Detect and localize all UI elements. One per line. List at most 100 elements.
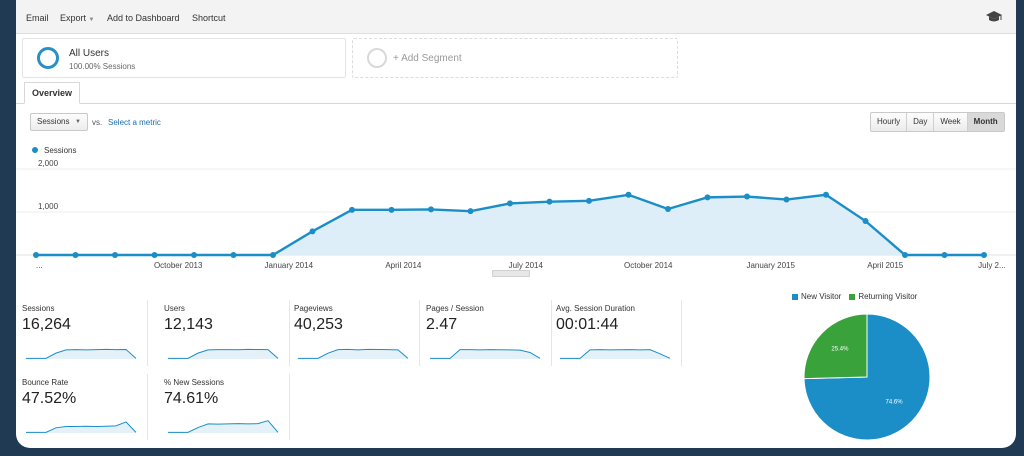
add-to-dashboard-button[interactable]: Add to Dashboard [107, 13, 180, 23]
vs-label: vs. [92, 118, 103, 127]
sessions-data-point[interactable] [428, 206, 434, 213]
x-tick-label: ... [36, 261, 43, 270]
toolbar: Email Export ▼ Add to Dashboard Shortcut [16, 0, 1016, 34]
sessions-data-point[interactable] [191, 252, 197, 258]
metric-tile[interactable]: Bounce Rate 47.52% [22, 374, 148, 440]
pie-slice[interactable] [803, 313, 868, 380]
sessions-data-point[interactable] [388, 206, 395, 213]
metric-value: 16,264 [22, 316, 71, 333]
metric-value: 40,253 [294, 316, 343, 333]
sessions-data-point[interactable] [349, 206, 355, 213]
metric-tile[interactable]: Pages / Session 2.47 [426, 300, 552, 366]
x-tick-label: January 2015 [746, 261, 795, 270]
metric-label: % New Sessions [164, 378, 225, 387]
sparkline-area [168, 349, 278, 359]
x-tick-label: July 2014 [509, 261, 544, 270]
pie-legend-new-visitor[interactable]: New Visitor [792, 292, 841, 301]
x-tick-label: January 2014 [265, 261, 314, 270]
metric-sparkline [168, 420, 279, 433]
metric-value: 2.47 [426, 316, 458, 333]
sessions-area [36, 194, 984, 255]
sessions-data-point[interactable] [665, 205, 671, 212]
sparkline-area [168, 420, 278, 433]
metric-value: 47.52% [22, 390, 77, 407]
pie-legend: New Visitor Returning Visitor [792, 292, 925, 301]
sparkline-line [298, 348, 409, 359]
granularity-month-button[interactable]: Month [967, 113, 1004, 131]
x-tick-label: April 2014 [385, 261, 422, 270]
granularity-day-button[interactable]: Day [907, 113, 935, 131]
metric-sparkline [168, 348, 279, 359]
metric-tile[interactable]: Pageviews 40,253 [294, 300, 420, 366]
pie-legend-returning-visitor[interactable]: Returning Visitor [849, 292, 917, 301]
pie-slice-label: 74.6% [886, 399, 904, 405]
metric-label: Pages / Session [426, 304, 484, 313]
export-menu-button[interactable]: Export ▼ [60, 13, 94, 23]
granularity-hourly-button[interactable]: Hourly [871, 113, 908, 131]
granularity-week-button[interactable]: Week [934, 113, 968, 131]
metric-tile[interactable]: Sessions 16,264 [22, 300, 148, 366]
chevron-down-icon: ▼ [88, 17, 95, 23]
segment-ring-icon [37, 47, 59, 69]
sparkline-line [168, 420, 279, 433]
sessions-data-point[interactable] [151, 252, 158, 258]
sessions-legend-label: Sessions [44, 146, 77, 155]
segment-subtitle: 100.00% Sessions [69, 62, 136, 71]
sessions-data-point[interactable] [823, 191, 829, 198]
sessions-data-point[interactable] [507, 200, 513, 207]
segment-all-users[interactable]: All Users 100.00% Sessions [22, 38, 346, 78]
sessions-data-point[interactable] [941, 252, 948, 258]
sessions-data-point[interactable] [33, 252, 39, 258]
new-visitor-label: New Visitor [801, 292, 842, 301]
x-tick-label: October 2013 [154, 261, 203, 270]
sessions-data-point[interactable] [270, 252, 276, 258]
time-granularity-toggle: Hourly Day Week Month [870, 112, 1005, 132]
shortcut-button[interactable]: Shortcut [192, 13, 226, 23]
visitor-pie-chart[interactable]: 74.6% 25.4% [802, 312, 932, 442]
x-tick-label: April 2015 [867, 261, 904, 270]
metric-label: Users [164, 304, 185, 313]
sessions-data-point[interactable] [112, 252, 118, 258]
sparkline-area [560, 349, 670, 359]
chevron-down-icon: ▼ [75, 119, 81, 125]
metric-label: Pageviews [294, 304, 333, 313]
sessions-data-point[interactable] [72, 252, 79, 258]
sessions-data-point[interactable] [309, 228, 316, 235]
sparkline-line [168, 348, 279, 359]
sessions-line-chart[interactable]: 2,000 1,000... October 2013 January 2014 Apr… [16, 155, 1016, 275]
metric-value: 12,143 [164, 316, 213, 333]
sparkline-area [26, 421, 136, 433]
empty-segment-ring-icon [367, 48, 387, 68]
sessions-data-point[interactable] [230, 252, 237, 258]
metric-sparkline [298, 348, 409, 359]
sessions-data-point[interactable] [467, 208, 474, 215]
sessions-data-point[interactable] [704, 194, 711, 201]
sessions-data-point[interactable] [862, 218, 869, 225]
sessions-data-point[interactable] [546, 198, 553, 205]
sessions-data-point[interactable] [744, 193, 750, 200]
metric-tile[interactable]: Users 12,143 [164, 300, 290, 366]
pie-slice-label: 25.4% [831, 347, 849, 353]
sessions-data-point[interactable] [783, 196, 790, 203]
sparkline-area [298, 349, 408, 359]
metric-sparkline [560, 349, 671, 359]
add-segment-button[interactable]: + Add Segment [352, 38, 678, 78]
segment-title: All Users [69, 48, 110, 59]
add-segment-label: + Add Segment [393, 53, 462, 64]
select-metric-link[interactable]: Select a metric [108, 118, 161, 127]
x-tick-label: July 2... [978, 261, 1006, 270]
tab-overview[interactable]: Overview [24, 82, 80, 104]
metric-label: Avg. Session Duration [556, 304, 636, 313]
sessions-data-point[interactable] [625, 191, 632, 198]
sessions-data-point[interactable] [902, 252, 908, 258]
chart-scroll-handle[interactable] [492, 270, 530, 277]
metric-tile[interactable]: Avg. Session Duration 00:01:44 [556, 300, 682, 366]
metric-value: 00:01:44 [556, 316, 619, 333]
metric-tile[interactable]: % New Sessions 74.61% [164, 374, 290, 440]
email-button[interactable]: Email [26, 13, 49, 23]
sessions-data-point[interactable] [981, 252, 987, 258]
y-tick-label: 1,000 [38, 202, 59, 211]
sessions-data-point[interactable] [586, 197, 592, 204]
graduation-cap-icon[interactable] [986, 11, 1002, 23]
metric-select-dropdown[interactable]: Sessions ▼ [30, 113, 88, 131]
